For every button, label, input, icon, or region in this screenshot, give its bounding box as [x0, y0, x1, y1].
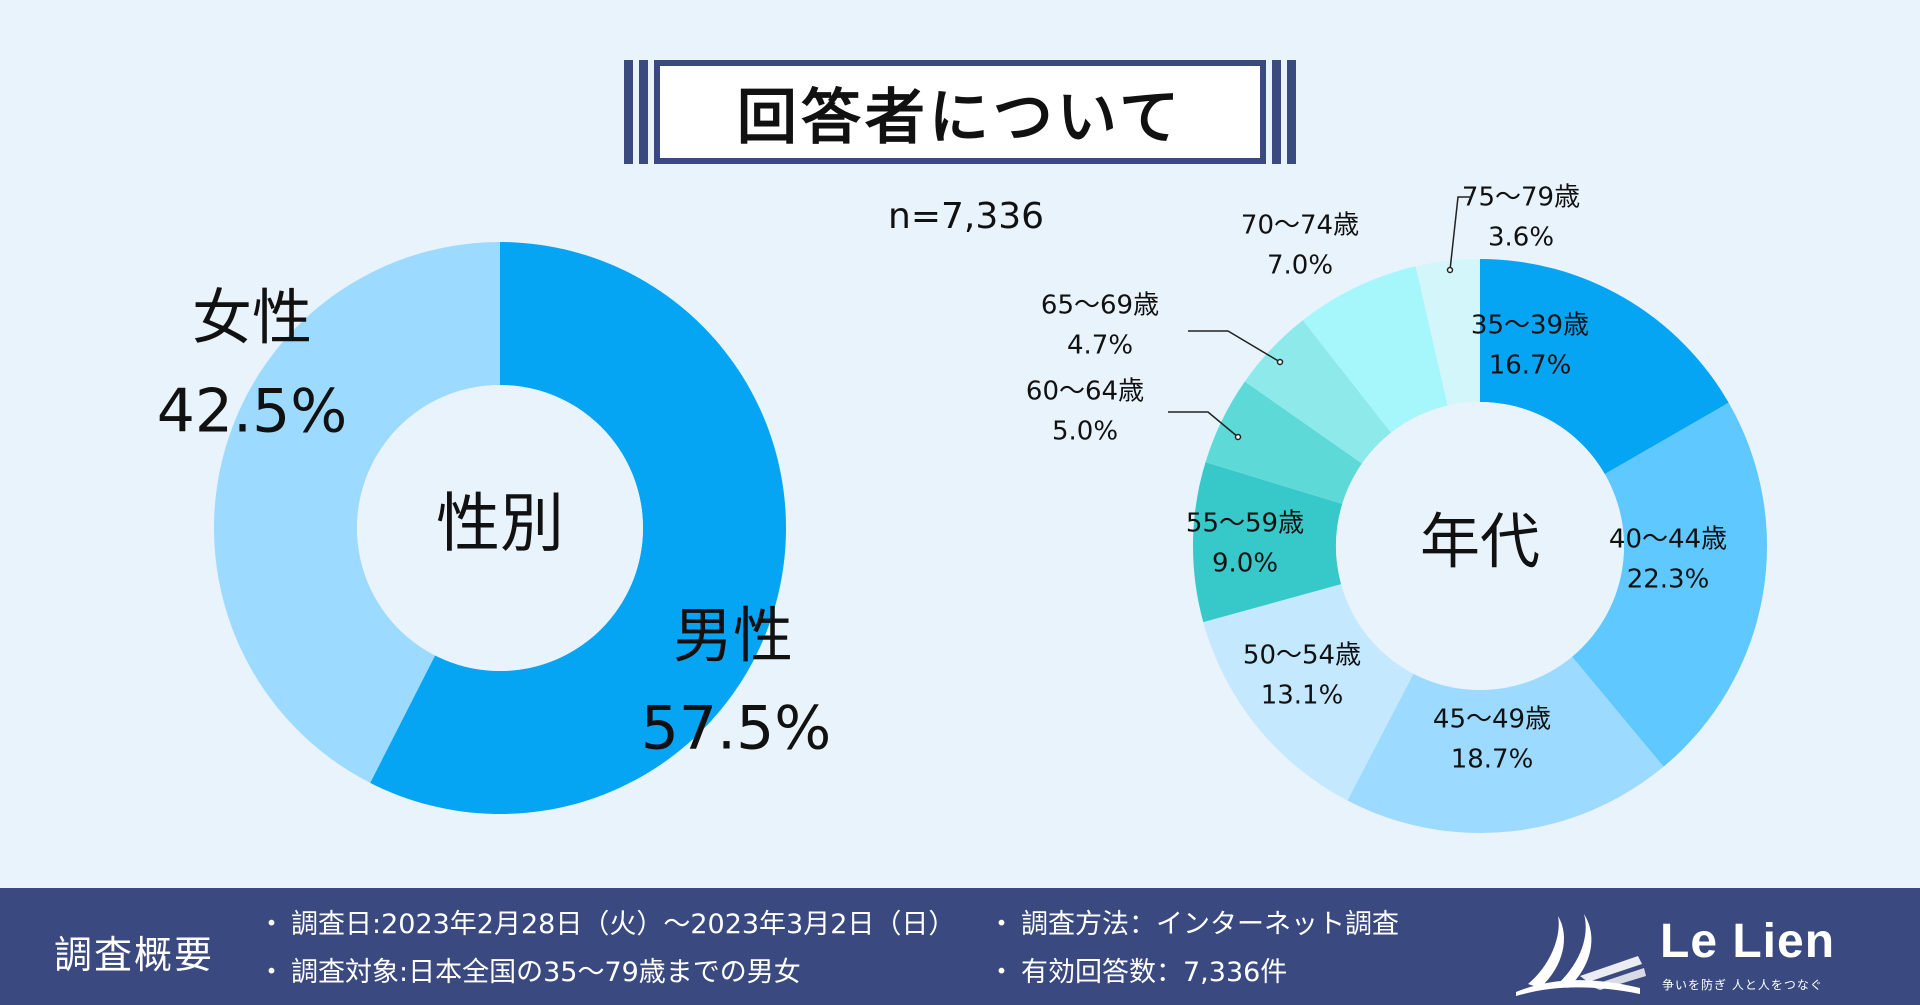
- footer-item-survey-target: ・調査対象:日本全国の35～79歳までの男女: [258, 950, 801, 989]
- center-label: 性別: [436, 488, 564, 562]
- value-label: 3.6%: [1488, 223, 1554, 253]
- footer-item-text: 有効回答数：7,336件: [1021, 957, 1288, 988]
- title-decor-bar: [624, 60, 633, 164]
- leader-line: [1449, 196, 1472, 271]
- title-banner: 回答者について: [624, 60, 1296, 164]
- category-label: 55～59歳: [1186, 509, 1304, 539]
- category-label: 65～69歳: [1041, 291, 1159, 321]
- sample-size-label: n=7,336: [888, 196, 1045, 237]
- value-label: 7.0%: [1267, 251, 1333, 281]
- survey-summary-footer: 調査概要 ・調査日:2023年2月28日（火）～2023年3月2日（日） ・調査…: [0, 888, 1920, 1005]
- title-decor-bar: [1287, 60, 1296, 164]
- footer-item-valid-responses: ・有効回答数：7,336件: [988, 950, 1287, 989]
- page-title: 回答者について: [654, 60, 1266, 164]
- donut-slice: [213, 242, 500, 783]
- donut-slice: [1302, 266, 1448, 433]
- category-label: 女性: [192, 284, 312, 354]
- logo-tagline: 争いを防ぎ 人と人をつなぐ: [1662, 978, 1823, 992]
- category-label: 60～64歳: [1026, 377, 1144, 407]
- donut-slice: [1244, 320, 1392, 464]
- donut-slice: [1347, 656, 1664, 833]
- donut-hole: [357, 385, 643, 671]
- value-label: 22.3%: [1627, 565, 1710, 595]
- value-label: 16.7%: [1489, 351, 1572, 381]
- title-decor-bar: [1272, 60, 1281, 164]
- leader-line: [1188, 330, 1281, 363]
- category-label: 70～74歳: [1241, 211, 1359, 241]
- category-label: 75～79歳: [1462, 183, 1580, 213]
- donut-slice: [1415, 259, 1480, 406]
- donut-slice: [1480, 259, 1729, 475]
- donut-slice: [1572, 402, 1767, 767]
- value-label: 4.7%: [1067, 331, 1133, 361]
- donut-slice: [370, 242, 786, 814]
- donut-slice: [1205, 381, 1363, 504]
- category-label: 45～49歳: [1433, 705, 1551, 735]
- bullet: ・: [988, 957, 1015, 988]
- donut-hole: [1336, 402, 1624, 690]
- value-label: 42.5%: [157, 377, 348, 447]
- footer-item-text: 調査方法：インターネット調査: [1021, 909, 1399, 940]
- leader-dot: [1276, 358, 1284, 366]
- value-label: 18.7%: [1451, 745, 1534, 775]
- category-label: 50～54歳: [1243, 641, 1361, 671]
- leader-dot: [1446, 266, 1454, 274]
- leader-dot: [1234, 433, 1242, 441]
- footer-heading: 調査概要: [54, 933, 215, 977]
- center-label: 年代: [1420, 508, 1540, 578]
- value-label: 57.5%: [641, 694, 832, 764]
- bullet: ・: [258, 909, 285, 940]
- value-label: 13.1%: [1261, 681, 1344, 711]
- leader-line: [1168, 411, 1239, 438]
- footer-item-survey-method: ・調査方法：インターネット調査: [988, 902, 1399, 941]
- footer-item-text: 調査対象:日本全国の35～79歳までの男女: [291, 957, 801, 988]
- category-label: 35～39歳: [1471, 311, 1589, 341]
- bullet: ・: [258, 957, 285, 988]
- donut-slice: [1192, 462, 1343, 623]
- value-label: 9.0%: [1212, 549, 1278, 579]
- footer-item-text: 調査日:2023年2月28日（火）～2023年3月2日（日）: [291, 909, 956, 940]
- wave-logo-icon: [1516, 914, 1646, 996]
- value-label: 5.0%: [1052, 417, 1118, 447]
- category-label: 40～44歳: [1609, 525, 1727, 555]
- le-lien-logo: Le Lien 争いを防ぎ 人と人をつなぐ: [1510, 896, 1850, 1000]
- logo-wordmark: Le Lien: [1660, 915, 1836, 968]
- footer-item-survey-date: ・調査日:2023年2月28日（火）～2023年3月2日（日）: [258, 902, 955, 941]
- donut-slice: [1203, 584, 1414, 801]
- category-label: 男性: [673, 602, 793, 672]
- bullet: ・: [988, 909, 1015, 940]
- title-decor-bar: [639, 60, 648, 164]
- age-donut-chart: 年代 35～39歳 16.7% 40～44歳 22.3% 45～49歳 18.7% 50～54…: [1026, 183, 1767, 833]
